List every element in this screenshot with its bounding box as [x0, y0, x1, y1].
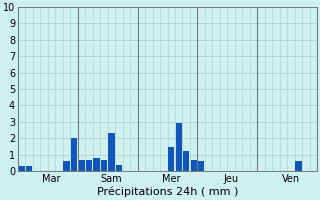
Bar [26, 166, 32, 171]
Bar [63, 161, 70, 171]
Bar [116, 165, 122, 171]
Bar [198, 161, 204, 171]
Bar [101, 160, 107, 171]
Bar [71, 138, 77, 171]
Bar [168, 147, 174, 171]
Bar [190, 160, 197, 171]
Bar [93, 158, 100, 171]
Bar [108, 133, 115, 171]
Bar [176, 123, 182, 171]
Bar [86, 160, 92, 171]
Bar [78, 160, 84, 171]
X-axis label: Précipitations 24h ( mm ): Précipitations 24h ( mm ) [97, 187, 238, 197]
Bar [295, 161, 302, 171]
Bar [183, 151, 189, 171]
Bar [18, 166, 25, 171]
